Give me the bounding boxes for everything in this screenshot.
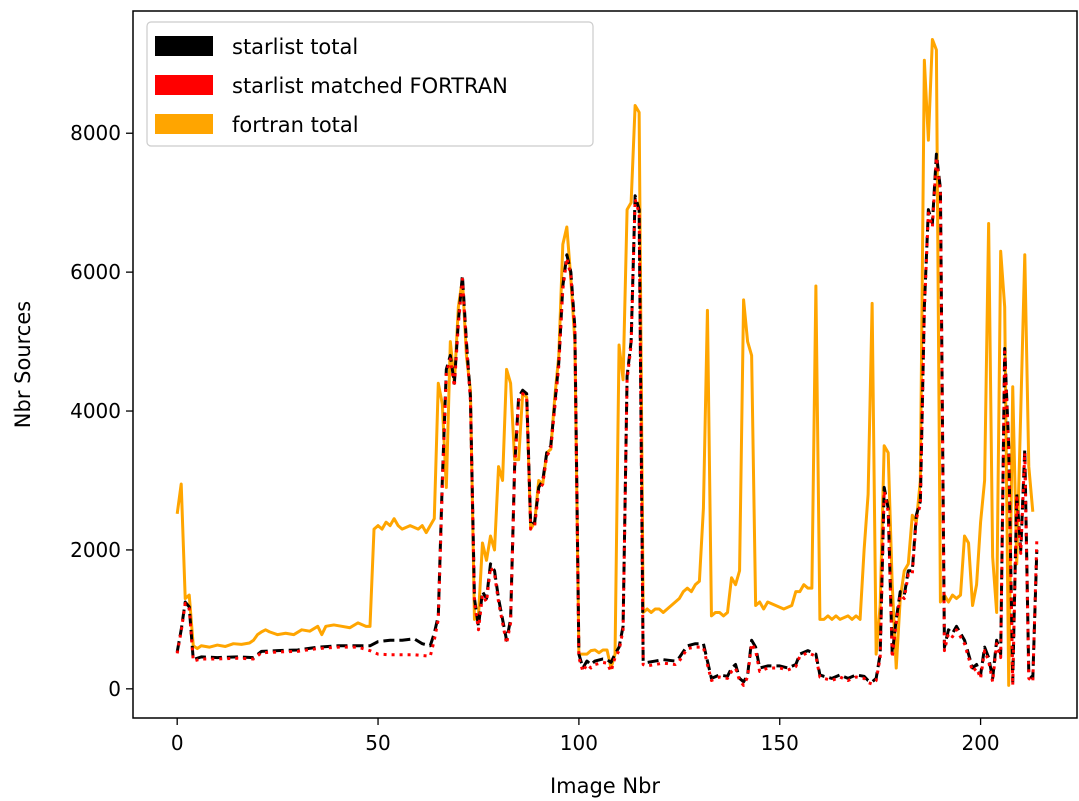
legend-swatch-fortran-total: [155, 114, 213, 134]
x-tick-label: 0: [171, 731, 184, 755]
plot-frame: [132, 10, 1078, 719]
legend-label-starlist-matched-fortran: starlist matched FORTRAN: [232, 74, 508, 98]
legend-swatch-starlist-total: [155, 36, 213, 56]
x-tick-label: 200: [961, 731, 999, 755]
x-tick-label: 150: [761, 731, 799, 755]
series-line-starlist-total: [175, 152, 1039, 684]
y-axis-label: Nbr Sources: [11, 301, 35, 428]
legend: starlist total starlist matched FORTRAN …: [146, 21, 594, 147]
y-tick-label: 6000: [70, 260, 121, 284]
legend-box: [146, 21, 594, 147]
series-layer: [175, 37, 1039, 687]
x-tick-label: 100: [560, 731, 598, 755]
x-axis: 0 50 100 150 200: [171, 718, 1000, 755]
y-tick-label: 8000: [70, 121, 121, 145]
legend-swatch-starlist-matched-fortran: [155, 75, 213, 95]
y-tick-label: 0: [108, 677, 121, 701]
series-line-fortran-total: [175, 37, 1035, 687]
y-tick-label: 4000: [70, 399, 121, 423]
legend-label-starlist-total: starlist total: [232, 35, 358, 59]
y-axis: 0 2000 4000 6000 8000: [70, 121, 133, 701]
x-tick-label: 50: [365, 731, 390, 755]
y-tick-label: 2000: [70, 538, 121, 562]
legend-label-fortran-total: fortran total: [232, 113, 359, 137]
x-axis-label: Image Nbr: [550, 774, 660, 798]
